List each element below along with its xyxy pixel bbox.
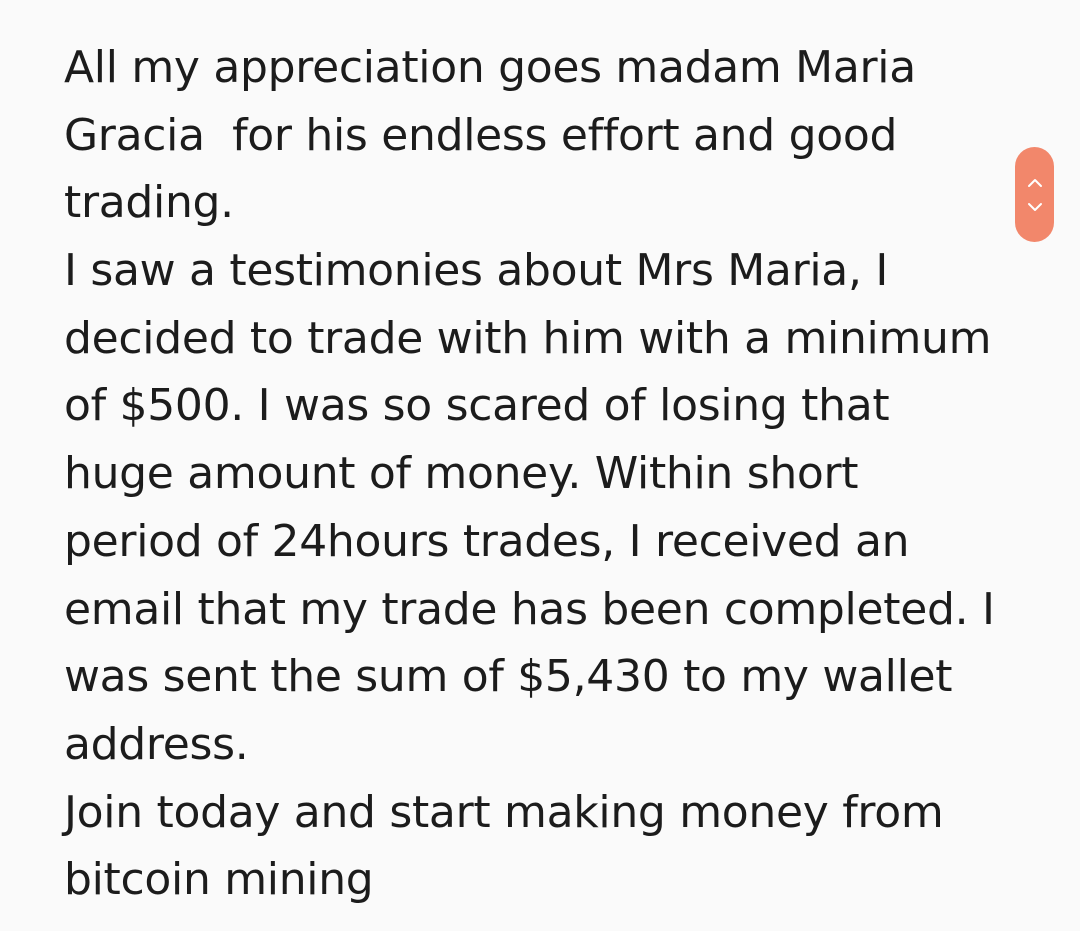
message-line: of $500. I was so scared of losing that — [64, 380, 890, 432]
message-line: decided to trade with him with a minimum — [64, 312, 992, 364]
message-line: I saw a testimonies about Mrs Maria, I — [64, 245, 889, 297]
chevron-down-icon[interactable] — [1027, 202, 1043, 212]
message-line: email that my trade has been completed. … — [64, 583, 995, 635]
chevron-up-icon[interactable] — [1027, 178, 1043, 188]
message-line: Gracia for his endless effort and good — [64, 109, 898, 161]
message-line: Join today and start making money from — [64, 786, 944, 838]
message-line: huge amount of money. Within short — [64, 448, 859, 500]
message-line: address. — [64, 718, 249, 770]
message-line: period of 24hours trades, I received an — [64, 515, 910, 567]
message-line: bitcoin mining — [64, 854, 374, 906]
message-line: All my appreciation goes madam Maria — [64, 42, 916, 93]
scroll-navigator[interactable] — [1015, 147, 1054, 242]
message-line: trading. — [64, 177, 234, 229]
message-line: was sent the sum of $5,430 to my wallet — [64, 651, 953, 703]
message-text: All my appreciation goes madam Maria Gra… — [64, 34, 1004, 914]
